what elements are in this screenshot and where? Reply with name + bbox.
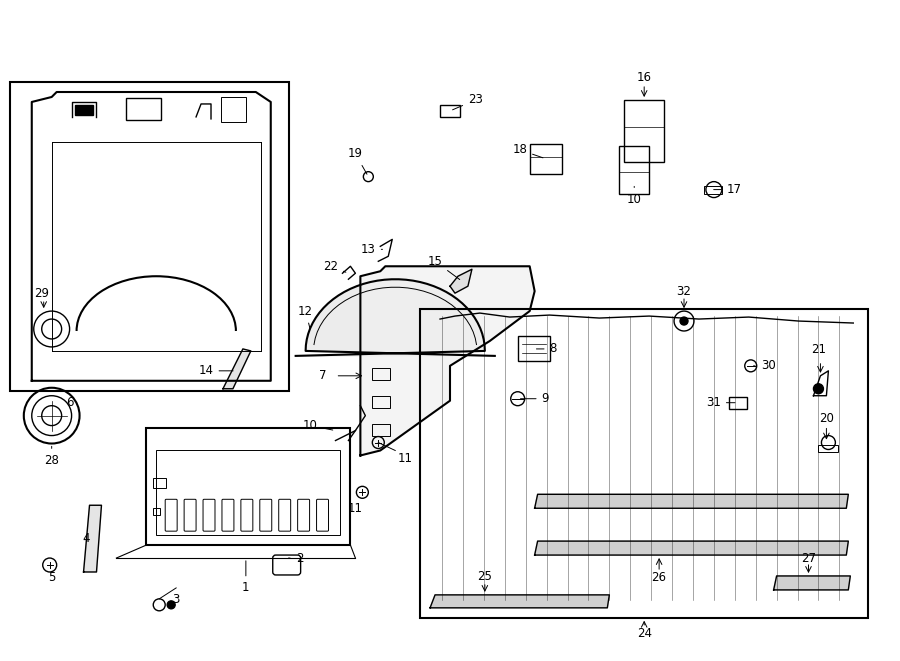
Polygon shape bbox=[535, 541, 849, 555]
Text: 2: 2 bbox=[289, 551, 303, 564]
Text: 7: 7 bbox=[319, 369, 327, 382]
Text: 22: 22 bbox=[323, 260, 346, 273]
Text: 1: 1 bbox=[242, 561, 249, 594]
Polygon shape bbox=[296, 280, 495, 356]
Text: 15: 15 bbox=[428, 254, 460, 280]
Polygon shape bbox=[360, 266, 535, 455]
Bar bbox=[153, 508, 160, 515]
Text: 24: 24 bbox=[636, 627, 652, 641]
Text: 19: 19 bbox=[348, 147, 367, 175]
Text: 4: 4 bbox=[83, 531, 90, 545]
Bar bbox=[530, 144, 562, 174]
Text: 25: 25 bbox=[477, 570, 492, 584]
Text: 11: 11 bbox=[398, 452, 413, 465]
Text: 28: 28 bbox=[44, 446, 59, 467]
Text: 31: 31 bbox=[706, 396, 735, 409]
Circle shape bbox=[167, 601, 176, 609]
Text: 10: 10 bbox=[626, 186, 642, 206]
Text: 20: 20 bbox=[819, 412, 833, 425]
Text: 11: 11 bbox=[348, 502, 363, 515]
Text: 18: 18 bbox=[512, 143, 543, 158]
Circle shape bbox=[680, 317, 688, 325]
Bar bbox=[147, 428, 350, 545]
Text: 17: 17 bbox=[714, 183, 742, 196]
Text: 21: 21 bbox=[811, 343, 826, 356]
Bar bbox=[157, 451, 340, 535]
Text: 14: 14 bbox=[199, 364, 233, 377]
Bar bbox=[704, 186, 722, 194]
Bar bbox=[373, 424, 391, 436]
Polygon shape bbox=[450, 269, 472, 293]
Circle shape bbox=[814, 384, 824, 394]
Polygon shape bbox=[430, 595, 609, 608]
Bar bbox=[10, 82, 289, 391]
Text: 16: 16 bbox=[636, 71, 652, 83]
Text: 13: 13 bbox=[361, 243, 382, 256]
Text: 8: 8 bbox=[536, 342, 557, 356]
Polygon shape bbox=[535, 494, 849, 508]
Text: 29: 29 bbox=[34, 287, 50, 299]
Text: 26: 26 bbox=[652, 572, 667, 584]
Bar bbox=[440, 105, 460, 117]
Bar bbox=[619, 146, 649, 194]
Bar bbox=[420, 309, 868, 618]
Bar bbox=[373, 368, 391, 380]
Bar bbox=[153, 479, 166, 488]
Bar bbox=[625, 100, 664, 162]
Polygon shape bbox=[84, 505, 102, 572]
Bar bbox=[75, 105, 93, 115]
Bar bbox=[373, 396, 391, 408]
Bar bbox=[221, 97, 246, 122]
Bar bbox=[518, 336, 550, 361]
Text: 5: 5 bbox=[48, 572, 56, 584]
Text: 30: 30 bbox=[753, 360, 776, 372]
Text: 10: 10 bbox=[303, 419, 333, 432]
Bar bbox=[729, 397, 747, 408]
Text: 12: 12 bbox=[298, 305, 313, 329]
Text: 23: 23 bbox=[453, 93, 482, 110]
Polygon shape bbox=[223, 349, 251, 389]
Text: 32: 32 bbox=[677, 285, 691, 297]
Text: 6: 6 bbox=[66, 396, 74, 409]
Text: 27: 27 bbox=[801, 551, 816, 564]
Bar bbox=[126, 98, 161, 120]
Polygon shape bbox=[774, 576, 850, 590]
Bar bbox=[818, 444, 839, 453]
Text: 3: 3 bbox=[173, 594, 180, 606]
Text: 9: 9 bbox=[520, 392, 549, 405]
